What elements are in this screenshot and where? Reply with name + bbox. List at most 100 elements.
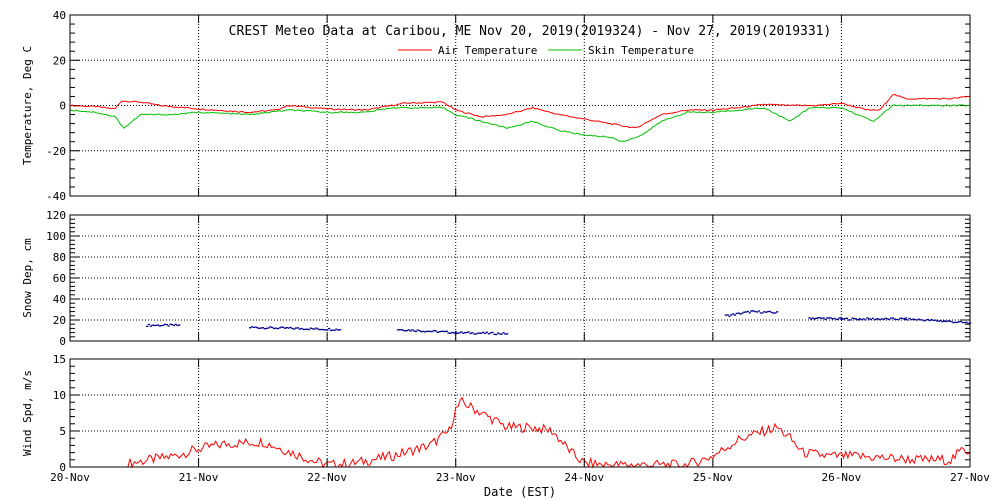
snow-depth-panel: 0 20 40 60 80 100 120 Snow Dep, cm [21, 209, 972, 348]
snow-depth-point [770, 311, 773, 314]
legend-air-label: Air Temperature [438, 44, 537, 57]
snow-depth-point [827, 317, 831, 319]
y-tick-label: 80 [53, 251, 66, 264]
snow-depth-point [333, 329, 336, 331]
snow-depth-point [278, 327, 281, 329]
snow-depth-point [313, 328, 316, 330]
snow-depth-point [447, 332, 450, 334]
snow-depth-point [331, 329, 334, 331]
snow-depth-point [810, 318, 813, 320]
snow-depth-point [267, 327, 270, 329]
snow-depth-point [449, 332, 452, 334]
snow-depth-point [311, 328, 314, 330]
snow-depth-point [271, 326, 274, 329]
snow-depth-point [174, 323, 177, 326]
snow-depth-point [947, 320, 950, 322]
snow-depth-point [497, 332, 500, 334]
snow-depth-point [420, 331, 423, 333]
snow-depth-point [915, 319, 918, 321]
snow-depth-point [746, 310, 749, 313]
snow-depth-point [840, 318, 843, 320]
snow-depth-point [811, 317, 815, 319]
snow-depth-point [438, 331, 441, 333]
snow-depth-point [249, 327, 252, 329]
snow-depth-point [339, 329, 342, 331]
snow-depth-point [912, 318, 915, 320]
snow-depth-point [759, 312, 762, 314]
snow-depth-point [476, 332, 479, 334]
snow-depth-point [337, 329, 340, 331]
snow-depth-point [171, 324, 174, 326]
snow-depth-point [335, 328, 338, 330]
y-tick-label: -40 [46, 190, 66, 203]
snow-depth-point [452, 332, 456, 334]
snow-depth-point [460, 331, 463, 333]
snow-depth-point [418, 330, 421, 332]
snow-depth-point [744, 311, 748, 313]
snow-depth-point [480, 332, 483, 334]
snow-depth-point [258, 327, 261, 329]
snow-depth-point [424, 331, 427, 333]
snow-depth-point [462, 332, 465, 334]
snow-depth-point [935, 320, 939, 322]
snow-depth-point [153, 324, 156, 327]
snow-depth-point [884, 317, 887, 319]
snow-depth-point [835, 318, 838, 321]
snow-depth-point [407, 329, 410, 331]
y-axis-label: Snow Dep, cm [21, 238, 34, 318]
snow-depth-point [409, 330, 412, 332]
snow-depth-point [824, 318, 827, 321]
chart-title: CREST Meteo Data at Caribou, ME Nov 20, … [229, 24, 832, 39]
snow-depth-point [445, 330, 448, 332]
snow-depth-point [489, 332, 492, 334]
snow-depth-point [750, 310, 753, 312]
snow-depth-point [504, 333, 507, 335]
snow-depth-point [427, 330, 430, 332]
snow-depth-point [502, 332, 505, 334]
snow-depth-point [862, 318, 865, 320]
snow-depth-point [274, 327, 277, 329]
snow-depth-point [164, 323, 167, 325]
snow-depth-point [261, 327, 265, 329]
snow-depth-point [317, 328, 320, 330]
legend: Air Temperature Skin Temperature [398, 44, 694, 57]
snow-depth-point [252, 326, 255, 328]
snow-depth-point [487, 333, 490, 335]
y-tick-label: 60 [53, 272, 66, 285]
snow-depth-point [838, 317, 841, 319]
snow-depth-point [757, 310, 760, 312]
snow-depth-point [155, 324, 158, 326]
x-tick-label: 23-Nov [436, 471, 476, 484]
snow-depth-point [436, 331, 439, 334]
snow-depth-point [869, 318, 872, 321]
snow-depth-point [926, 318, 929, 321]
snow-depth-point [904, 317, 907, 319]
snow-depth-point [871, 317, 874, 319]
y-axis-label: Wind Spd, m/s [21, 370, 34, 456]
snow-depth-point [405, 330, 409, 332]
snow-depth-point [950, 321, 953, 323]
snow-depth-point [434, 330, 437, 332]
snow-depth-point [919, 319, 922, 321]
snow-depth-point [158, 325, 161, 327]
snow-depth-point [934, 319, 937, 321]
snow-depth-point [482, 331, 485, 333]
snow-depth-point [891, 317, 895, 319]
skin-temperature-line [69, 104, 971, 142]
snow-depth-point [886, 318, 889, 320]
y-axis-label: Temperature, Deg C [21, 46, 34, 165]
snow-depth-point [469, 332, 472, 335]
snow-depth-point [730, 314, 733, 316]
snow-depth-point [902, 318, 906, 320]
y-tick-label: 10 [53, 389, 66, 402]
snow-depth-point [726, 314, 729, 316]
snow-depth-point [149, 325, 152, 327]
snow-depth-point [172, 324, 176, 327]
snow-depth-point [937, 320, 940, 322]
snow-depth-point [921, 319, 924, 321]
snow-depth-point [298, 328, 301, 330]
y-tick-label: 100 [46, 230, 66, 243]
snow-depth-point [260, 327, 263, 329]
snow-depth-point [728, 315, 731, 317]
snow-depth-point [396, 329, 400, 331]
